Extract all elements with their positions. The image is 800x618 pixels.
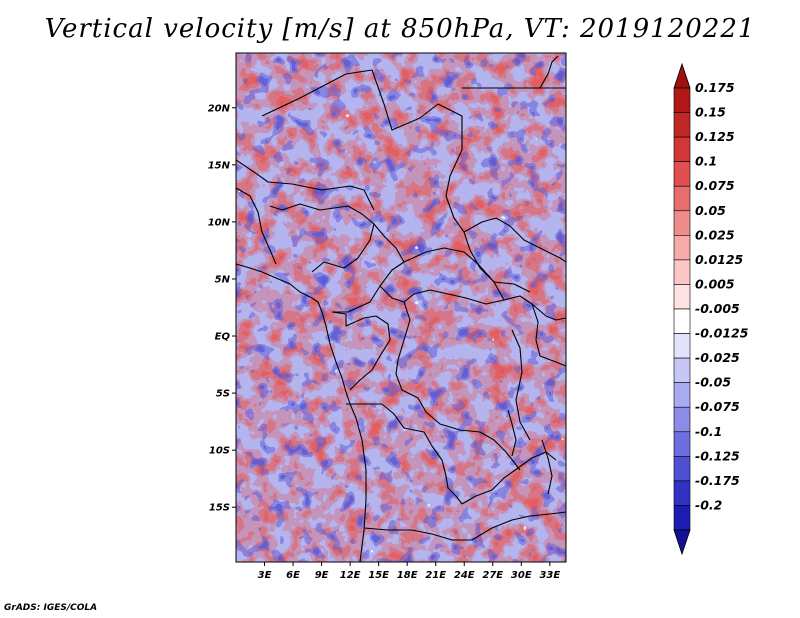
lat-label: 5N: [215, 274, 231, 285]
lat-label: EQ: [215, 332, 231, 343]
border-misc-1: [236, 187, 277, 265]
colorbar-swatch: [673, 456, 691, 482]
map-frame: [235, 52, 567, 563]
border-congo: [331, 311, 391, 391]
border-cameroon: [332, 223, 405, 313]
country-borders: [236, 55, 566, 562]
colorbar-swatch: [673, 382, 691, 408]
latitude-axis: 20N 15N 10N 5N EQ 5S 10S 15S: [208, 103, 236, 514]
colorbar-swatch: [673, 136, 691, 162]
colorbar-swatch: [673, 210, 691, 236]
lake-malawi: [541, 439, 553, 495]
border-niger-north: [261, 69, 463, 150]
border-nigeria: [269, 203, 375, 273]
colorbar-swatch: [673, 161, 691, 187]
lon-label: 24E: [454, 570, 475, 581]
border-misc-2: [463, 217, 566, 263]
colorbar-swatch: [673, 112, 691, 138]
lon-label: 21E: [425, 570, 446, 581]
border-angola: [346, 403, 463, 505]
colorbar-label: 0.1: [695, 154, 717, 169]
colorbar-swatch: [673, 284, 691, 310]
colorbar-label: -0.175: [695, 473, 740, 488]
border-mali-niger: [236, 159, 375, 211]
colorbar-label: 0.0125: [695, 252, 744, 267]
map-panel: [236, 53, 566, 562]
lon-label: 30E: [511, 570, 532, 581]
colorbar-label: -0.05: [695, 375, 731, 390]
border-car: [379, 247, 505, 305]
lat-label: 5S: [216, 389, 230, 400]
colorbar-swatch: [673, 357, 691, 383]
border-red-sea: [539, 55, 559, 89]
lake-tanganyika: [507, 409, 517, 457]
colorbar-swatch: [673, 259, 691, 285]
colorbar-label: -0.1: [695, 424, 722, 439]
colorbar: 0.175 0.15 0.125 0.1 0.075 0.05 0.025 0.0125 0.0…: [673, 62, 749, 556]
lat-label: 15N: [208, 160, 231, 171]
lon-label: 18E: [397, 570, 418, 581]
lon-label: 3E: [258, 570, 272, 581]
lat-label: 10N: [208, 217, 231, 228]
colorbar-swatch: [673, 87, 691, 113]
lon-label: 33E: [539, 570, 560, 581]
colorbar-label: 0.05: [695, 203, 726, 218]
colorbar-label: 0.175: [695, 80, 735, 95]
lon-label: 27E: [482, 570, 503, 581]
colorbar-label: 0.15: [695, 105, 726, 120]
lon-label: 15E: [368, 570, 389, 581]
colorbar-swatch: [673, 505, 691, 531]
colorbar-bottom-arrow: [673, 529, 691, 556]
border-sudan-south: [503, 295, 566, 321]
lon-label: 9E: [315, 570, 329, 581]
colorbar-swatch: [673, 185, 691, 212]
lon-label: 6E: [286, 570, 300, 581]
colorbar-top-arrow: [673, 62, 691, 89]
colorbar-label: -0.075: [695, 399, 740, 414]
longitude-axis: 3E 6E 9E 12E 15E 18E 21E 24E 27E 30E 33E: [258, 562, 560, 581]
colorbar-label: 0.075: [695, 178, 735, 193]
colorbar-swatch: [673, 480, 691, 506]
colorbar-label: -0.125: [695, 448, 740, 463]
colorbar-label: -0.005: [695, 301, 740, 316]
border-uganda-kenya: [531, 303, 566, 367]
lat-label: 20N: [208, 103, 231, 114]
colorbar-swatch: [673, 235, 691, 261]
colorbar-label: -0.2: [695, 497, 722, 512]
field-neutral-pattern: [236, 53, 566, 562]
colorbar-swatch: [673, 431, 691, 457]
colorbar-label: -0.025: [695, 350, 740, 365]
colorbar-label: 0.025: [695, 227, 735, 242]
colorbar-label: 0.005: [695, 276, 735, 291]
border-drc-east: [395, 301, 521, 471]
coastline-west: [236, 263, 367, 562]
lat-label: 10S: [209, 446, 230, 457]
colorbar-label: -0.0125: [695, 326, 749, 341]
colorbar-label: 0.125: [695, 129, 735, 144]
border-chad-east: [445, 149, 531, 293]
border-lakes: [511, 329, 531, 441]
lon-label: 12E: [340, 570, 361, 581]
border-zimbabwe: [471, 511, 566, 541]
border-angola-south: [363, 527, 472, 541]
colorbar-swatch: [673, 333, 691, 359]
credit-text: GrADS: IGES/COLA: [4, 603, 98, 613]
border-zambia: [461, 451, 557, 505]
colorbar-swatch: [673, 308, 691, 334]
lat-label: 15S: [209, 503, 230, 514]
colorbar-swatch: [673, 406, 691, 433]
chart-title: Vertical velocity [m/s] at 850hPa, VT: 2…: [44, 14, 756, 44]
